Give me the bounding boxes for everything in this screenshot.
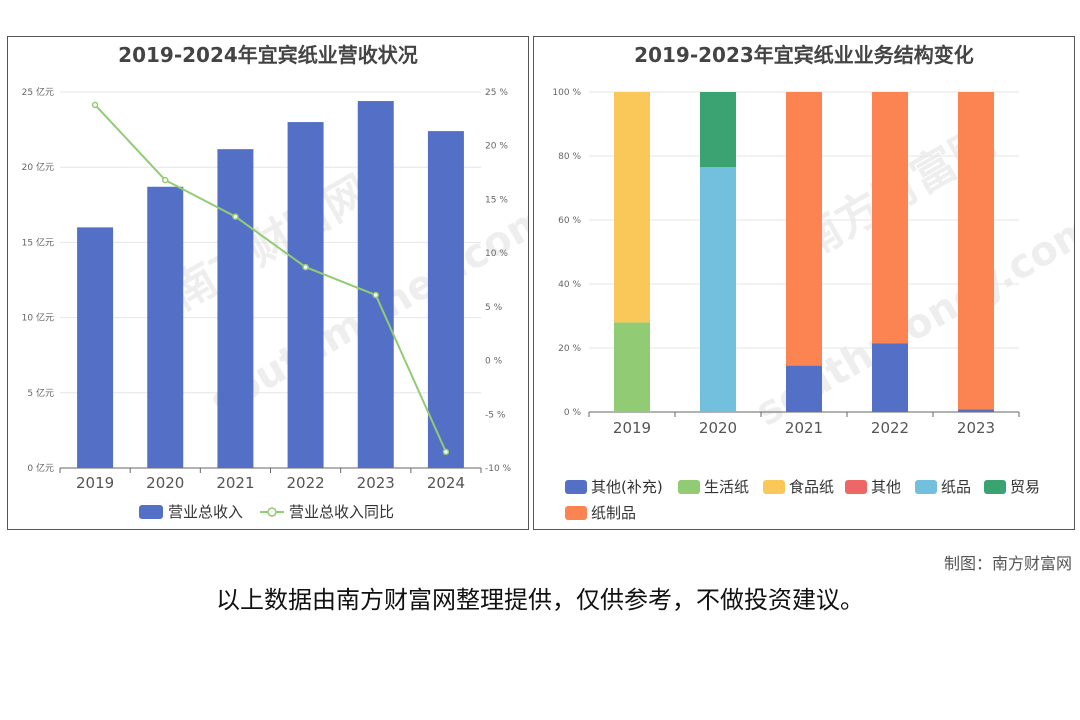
yoy-growth-line <box>94 104 447 453</box>
stacked-bar-segment <box>614 92 650 323</box>
y-tick-left: 15 亿元 <box>22 236 54 248</box>
structure-chart-title: 2019-2023年宜宾纸业业务结构变化 <box>634 43 974 67</box>
stacked-bar-segment <box>958 92 994 410</box>
yoy-growth-point <box>372 291 379 299</box>
disclaimer-text: 以上数据由南方财富网整理提供，仅供参考，不做投资建议。 <box>216 586 864 614</box>
stacked-bar-segment <box>872 343 908 412</box>
y-tick-right: 0 % <box>485 357 503 367</box>
legend-swatch-revenue <box>139 505 163 519</box>
legend-label: 纸制品 <box>591 504 636 522</box>
x-tick-label: 2022 <box>286 474 324 492</box>
chart-credit: 制图：南方财富网 <box>943 554 1072 573</box>
y-tick-right: 15 % <box>485 195 508 205</box>
x-tick-label: 2023 <box>957 419 995 437</box>
revenue-bar <box>147 186 184 468</box>
legend-label-yoy: 营业总收入同比 <box>289 503 394 521</box>
yoy-growth-point <box>91 101 99 109</box>
revenue-bar <box>357 101 394 469</box>
y-tick: 40 % <box>558 280 581 290</box>
legend-swatch <box>984 480 1006 494</box>
y-tick-left: 5 亿元 <box>27 387 54 399</box>
stacked-bar-segment <box>700 92 736 168</box>
y-tick: 100 % <box>552 88 581 98</box>
revenue-bar <box>77 227 114 468</box>
stacked-bar-segment <box>786 92 822 366</box>
legend-label: 生活纸 <box>704 478 749 496</box>
x-tick-label: 2022 <box>871 419 909 437</box>
revenue-chart-svg: 0 亿元 5 亿元 10 亿元 15 亿元 20 亿元 25 亿元 -10 % -5 % 0 %… <box>22 86 512 521</box>
x-tick-label: 2020 <box>699 419 737 437</box>
revenue-bar <box>427 131 464 468</box>
stacked-bar-segment <box>786 365 822 412</box>
y-tick-left: 0 亿元 <box>27 462 54 474</box>
y-tick-right: 10 % <box>485 249 508 259</box>
y-tick: 60 % <box>558 216 581 226</box>
y-tick-left: 25 亿元 <box>22 86 54 98</box>
legend-swatch <box>565 480 587 494</box>
y-tick-right: 5 % <box>485 303 503 313</box>
x-tick-label: 2020 <box>146 474 184 492</box>
legend-swatch <box>678 480 700 494</box>
yoy-growth-point <box>162 176 169 184</box>
revenue-chart-title: 2019-2024年宜宾纸业营收状况 <box>118 43 418 67</box>
structure-chart-svg: 0 % 20 % 40 % 60 % 80 % 100 % 2019 2020 2021 2022… <box>552 88 1040 522</box>
y-tick: 0 % <box>564 408 582 418</box>
legend-swatch <box>915 480 937 494</box>
legend-label: 其他 <box>871 478 901 496</box>
x-tick-label: 2023 <box>357 474 395 492</box>
stacked-bar-segment <box>700 167 736 412</box>
stacked-bar-segment <box>614 322 650 412</box>
legend-swatch <box>763 480 785 494</box>
y-tick: 20 % <box>558 344 581 354</box>
y-tick-left: 10 亿元 <box>22 312 54 324</box>
legend-label: 其他(补充) <box>591 478 663 496</box>
x-tick-label: 2021 <box>785 419 823 437</box>
y-tick-right: 25 % <box>485 88 508 98</box>
yoy-growth-point <box>302 263 309 271</box>
legend-label: 食品纸 <box>789 478 834 496</box>
x-tick-label: 2024 <box>427 474 465 492</box>
yoy-growth-point <box>442 448 450 456</box>
y-tick-right: -10 % <box>485 464 512 474</box>
revenue-bar <box>287 122 324 468</box>
x-tick-label: 2019 <box>76 474 114 492</box>
y-tick-right: -5 % <box>485 410 506 420</box>
x-tick-label: 2021 <box>216 474 254 492</box>
legend-swatch-yoy-marker <box>267 507 277 517</box>
revenue-chart-panel: 2019-2024年宜宾纸业营收状况 南方财富网 southmoney.com … <box>7 36 529 530</box>
structure-chart-panel: 2019-2023年宜宾纸业业务结构变化 南方财富网 southmoney.co… <box>533 36 1075 530</box>
revenue-bar <box>217 149 254 468</box>
legend-swatch <box>845 480 867 494</box>
y-tick-left: 20 亿元 <box>22 161 54 173</box>
legend-label-revenue: 营业总收入 <box>168 503 243 521</box>
legend-label: 纸品 <box>941 478 971 496</box>
x-tick-label: 2019 <box>613 419 651 437</box>
stacked-bar-segment <box>958 409 994 412</box>
yoy-growth-point <box>232 213 239 220</box>
legend-label: 贸易 <box>1010 478 1040 496</box>
y-tick-right: 20 % <box>485 142 508 152</box>
y-tick: 80 % <box>558 152 581 162</box>
stacked-bar-segment <box>872 92 908 344</box>
legend-swatch <box>565 506 587 520</box>
